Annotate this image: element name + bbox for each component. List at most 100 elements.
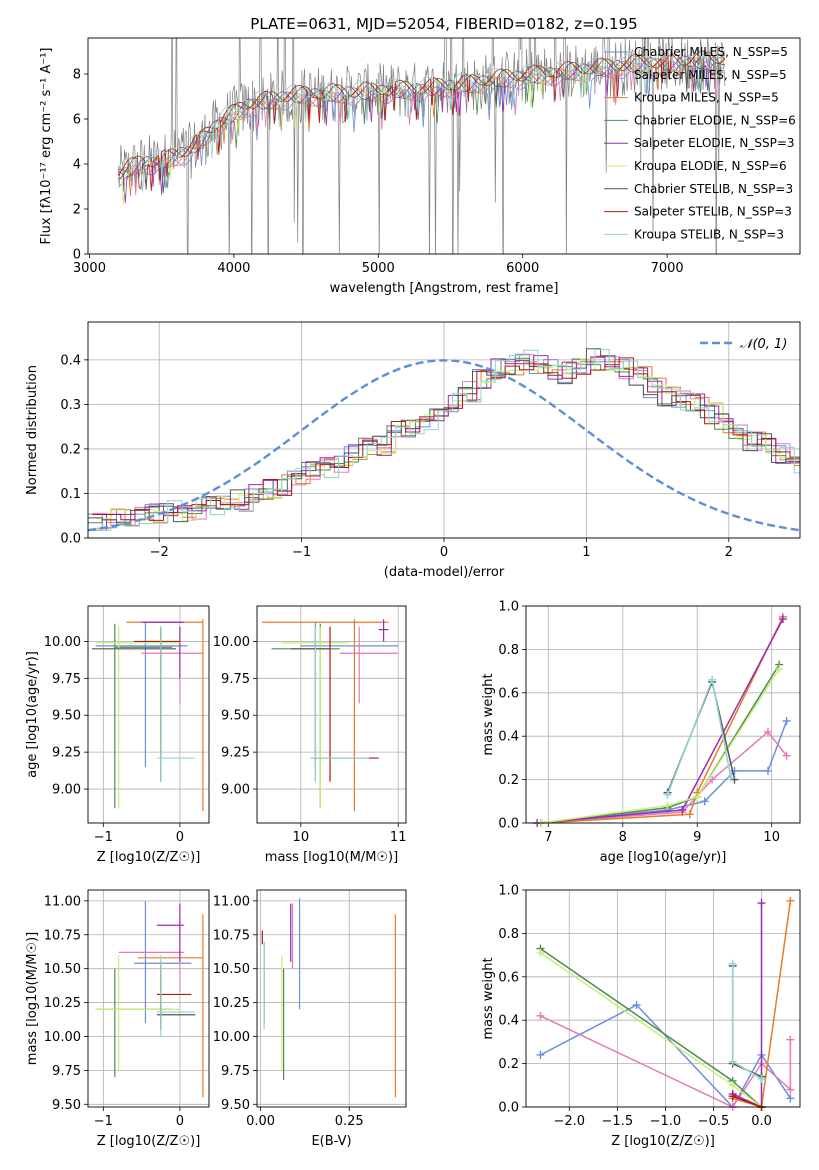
y-tick-label: 9.25: [221, 746, 250, 761]
y-tick-label: 9.50: [52, 709, 81, 724]
y-tick-label: 10.75: [44, 928, 81, 943]
panel-data: [91, 619, 204, 812]
panel-1: 3000 4000 5000 6000 7000 0 2 4 6 8 wavelength [Ang…: [39, 37, 801, 296]
x-tick-label: 1: [582, 545, 590, 560]
axes-frame: [87, 605, 210, 824]
x-tick-label: −1: [94, 1114, 113, 1129]
legend-label-salpeter-elodie: Salpeter ELODIE, N_SSP=3: [634, 136, 795, 150]
model-line-salpeter-miles: [117, 58, 726, 195]
y-tick-label: 0.3: [60, 398, 81, 413]
legend-label-chabrier-stelib: Chabrier STELIB, N_SSP=3: [634, 182, 793, 196]
panel-3: −1 0 9.00 9.25 9.50 9.75 10.00 Z [log10(Z/Z☉)] a…: [25, 605, 210, 865]
x-tick-label: 0.25: [335, 1114, 364, 1129]
x-axis-label: age [log10(age/yr)]: [600, 850, 727, 865]
series-point-salpeter-stelib: [728, 1092, 737, 1101]
y-tick-label: 9.00: [52, 783, 81, 798]
x-axis-label: (data-model)/error: [384, 565, 505, 580]
series-line-kroupa-miles: [540, 616, 784, 824]
series-point-salpeter-miles: [786, 1085, 795, 1094]
x-tick-label: 10: [763, 830, 780, 845]
series-point-kroupa-stelib: [728, 1057, 737, 1066]
model-line-kroupa-stelib: [117, 49, 726, 193]
x-tick-label: 5000: [362, 261, 395, 276]
y-tick-label: 9.75: [52, 1064, 81, 1079]
series-point-kroupa-elodie: [663, 801, 672, 810]
series-point-salpeter-miles: [763, 727, 772, 736]
panel-6: −1 0 9.50 9.75 10.00 10.25 10.50 10.75 11.00 Z [l…: [25, 889, 210, 1149]
x-tick-label: 0: [176, 1114, 184, 1129]
y-tick-label: 0.0: [60, 532, 81, 547]
legend-label-kroupa-miles: Kroupa MILES, N_SSP=5: [634, 91, 779, 105]
x-tick-label: 0: [440, 545, 448, 560]
y-tick-label: 10.25: [213, 996, 250, 1011]
legend-label-gauss: 𝒩(0, 1): [740, 337, 787, 352]
panel-8: −2.0 −1.5 −1.0 −0.5 0.0 0.0 0.2 0.4 0.6 0.8 1.0 Z […: [481, 884, 801, 1149]
x-tick-label: −2: [150, 545, 169, 560]
plot-area: [88, 890, 209, 1107]
model-line-kroupa-miles: [117, 57, 726, 197]
y-tick-label: 9.00: [221, 783, 250, 798]
y-tick-label: 11.00: [213, 894, 250, 909]
series-point-kroupa-stelib: [757, 1074, 766, 1083]
y-tick-label: 0.4: [60, 353, 81, 368]
y-tick-label: 8: [73, 68, 81, 83]
panel-data: [261, 898, 396, 1098]
x-tick-label: 7: [544, 830, 552, 845]
y-tick-label: 2: [73, 203, 81, 218]
series-point-kroupa-stelib: [708, 675, 717, 684]
x-tick-label: 10: [293, 830, 310, 845]
y-tick-label: 9.75: [221, 672, 250, 687]
series-point-kroupa-stelib: [663, 790, 672, 799]
y-tick-label: 9.50: [221, 1098, 250, 1113]
y-tick-label: 9.50: [52, 1098, 81, 1113]
histogram-kroupa-stelib: [96, 349, 800, 531]
y-tick-label: 9.25: [52, 746, 81, 761]
y-axis-label: Normed distribution: [25, 365, 40, 495]
y-axis-label: age [log10(age/yr)]: [25, 651, 40, 778]
y-tick-label: 9.75: [52, 672, 81, 687]
series-point-kroupa-elodie: [536, 948, 545, 957]
y-tick-label: 1.0: [498, 600, 519, 615]
x-tick-label: 0.00: [246, 1114, 275, 1129]
y-tick-label: 9.50: [221, 709, 250, 724]
series-line-kroupa-elodie: [540, 668, 780, 824]
series-point-salpeter-elodie: [757, 899, 766, 908]
plot-area: [257, 890, 406, 1107]
series-point-chabrier-miles: [536, 1050, 545, 1059]
panel-data: [95, 900, 204, 1098]
series-point-kroupa-miles: [786, 896, 795, 905]
y-tick-label: 4: [73, 158, 81, 173]
histogram-legend: 𝒩(0, 1): [700, 337, 787, 352]
axes-frame: [256, 889, 407, 1108]
y-tick-label: 10.00: [213, 1030, 250, 1045]
x-axis-label: Z [log10(Z/Z☉)]: [611, 1134, 715, 1149]
series-point-kroupa-stelib: [728, 959, 737, 968]
x-axis-label: E(B-V): [311, 1134, 351, 1149]
series-point-salpeter-miles: [536, 1011, 545, 1020]
y-tick-label: 0: [73, 248, 81, 263]
y-tick-label: 0.2: [498, 773, 519, 788]
series-point-kroupa-elodie: [728, 1081, 737, 1090]
panel-4: 10 11 9.00 9.25 9.50 9.75 10.00 mass [log10(M/M…: [213, 605, 406, 865]
y-tick-label: 0.6: [498, 686, 519, 701]
plot-area: [526, 890, 800, 1107]
x-tick-label: 6000: [506, 261, 539, 276]
histogram-kroupa-elodie: [96, 358, 800, 521]
axes-frame: [87, 889, 210, 1108]
series-point-chabrier-miles: [632, 1001, 641, 1010]
legend-label-chabrier-elodie: Chabrier ELODIE, N_SSP=6: [634, 113, 796, 127]
series-point-kroupa-elodie: [693, 792, 702, 801]
x-axis-label: mass [log10(M/M☉)]: [265, 850, 398, 865]
y-tick-label: 9.75: [221, 1064, 250, 1079]
series-point-kroupa-elodie: [775, 664, 784, 673]
panel-5: 7 8 9 10 0.0 0.2 0.4 0.6 0.8 1.0 age [log10(age/yr…: [481, 600, 801, 865]
axes-frame: [87, 37, 801, 255]
x-tick-label: −0.5: [698, 1114, 730, 1129]
axes-frame: [87, 321, 801, 539]
series-line-chabrier-elodie: [540, 664, 780, 824]
model-line-kroupa-elodie: [118, 52, 726, 205]
y-axis-label: mass weight: [481, 957, 496, 1039]
x-tick-label: −1.0: [650, 1114, 682, 1129]
panel-data: [536, 896, 795, 1111]
y-tick-label: 10.50: [44, 962, 81, 977]
